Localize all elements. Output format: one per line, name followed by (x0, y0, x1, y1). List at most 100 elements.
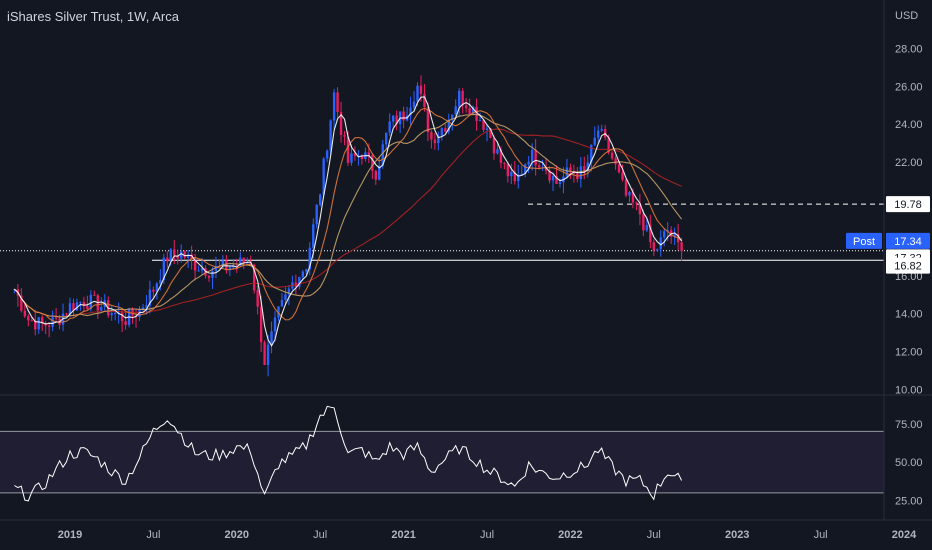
candle-body (315, 204, 318, 225)
time-tick-label: 2019 (58, 529, 82, 541)
candle-body (534, 149, 537, 166)
time-tick-label: 2024 (892, 529, 917, 541)
candle-body (86, 305, 89, 310)
candle-body (173, 249, 176, 256)
candle-body (30, 320, 33, 322)
candle-body (169, 249, 172, 262)
candle-body (600, 129, 603, 131)
rsi-pane[interactable] (0, 405, 884, 502)
candle-body (190, 254, 193, 259)
price-label-19-78-bg (886, 196, 930, 213)
candle-body (517, 174, 520, 182)
candle-body (166, 257, 169, 262)
candle-body (93, 294, 96, 296)
candle-body (44, 323, 47, 326)
ma-long-line (14, 128, 682, 318)
candle-body (663, 231, 666, 238)
candle-body (329, 120, 332, 151)
price-tick-label: 10.00 (895, 385, 923, 397)
price-label-16-82: 16.82 (894, 261, 922, 273)
candle-body (614, 158, 617, 165)
candle-body (280, 299, 284, 307)
price-tick-label: 14.00 (895, 309, 923, 321)
candle-body (27, 316, 30, 321)
candle-body (430, 132, 433, 140)
candle-body (68, 303, 72, 315)
candle-body (395, 115, 398, 125)
candle-body (433, 139, 437, 144)
ma-slow-line (14, 113, 683, 318)
candle-body (197, 270, 200, 272)
candle-body (65, 313, 68, 315)
candle-body (628, 192, 631, 196)
rsi-tick-label: 50.00 (895, 457, 923, 469)
rsi-tick-label: 25.00 (895, 496, 923, 508)
candle-body (440, 128, 444, 136)
time-tick-label: Jul (647, 529, 661, 541)
candle-body (266, 344, 270, 365)
candle-body (214, 266, 218, 272)
candle-body (617, 164, 621, 173)
candle-body (423, 93, 426, 107)
candle-body (513, 171, 516, 182)
candle-body (586, 162, 589, 171)
candle-body (607, 137, 610, 153)
price-pane[interactable] (0, 75, 884, 377)
candle-body (110, 313, 113, 316)
candle-body (597, 130, 600, 138)
candle-body (228, 267, 232, 271)
candle-body (524, 164, 527, 174)
candle-body (649, 225, 652, 243)
candle-body (374, 170, 377, 180)
candle-body (673, 234, 676, 237)
candle-body (437, 135, 440, 144)
candle-body (642, 214, 645, 231)
candle-body (312, 224, 315, 248)
candle-body (381, 144, 384, 166)
candle-body (239, 257, 242, 266)
currency-label: USD (895, 10, 918, 22)
candle-body (34, 320, 37, 330)
price-tick-label: 26.00 (895, 81, 923, 93)
candle-body (451, 114, 454, 120)
candle-body (221, 260, 225, 267)
candle-body (468, 108, 471, 115)
candle-body (520, 173, 523, 175)
candle-body (638, 203, 642, 215)
candle-body (378, 165, 381, 180)
chart-title: iShares Silver Trust, 1W, Arca (7, 9, 179, 24)
candle-body (51, 317, 54, 327)
candle-body (298, 276, 301, 287)
candle-body (551, 176, 555, 181)
time-tick-label: 2021 (391, 529, 415, 541)
candle-body (388, 121, 391, 133)
candle-body (72, 303, 75, 311)
price-tick-label: 24.00 (895, 119, 923, 131)
candle-body (485, 128, 489, 130)
candle-body (610, 152, 614, 159)
candle-body (391, 115, 395, 122)
candle-body (544, 167, 548, 171)
candle-body (252, 264, 256, 291)
candle-body (343, 134, 346, 137)
rsi-tick-label: 75.00 (895, 419, 923, 431)
candle-body (537, 165, 541, 168)
candle-body (332, 92, 336, 121)
time-tick-label: Jul (480, 529, 494, 541)
candle-body (621, 172, 624, 180)
candle-body (346, 136, 350, 163)
candle-body (659, 237, 662, 250)
price-label-16-82-bg (886, 257, 930, 274)
candle-body (565, 167, 569, 177)
candle-body (54, 317, 58, 319)
ma-fast-line (14, 96, 683, 347)
candle-body (301, 271, 305, 277)
candle-body (489, 128, 492, 138)
candle-body (319, 194, 322, 205)
candle-body (360, 155, 364, 160)
candle-body (412, 101, 416, 108)
candle-body (353, 153, 357, 156)
candle-body (530, 149, 534, 162)
